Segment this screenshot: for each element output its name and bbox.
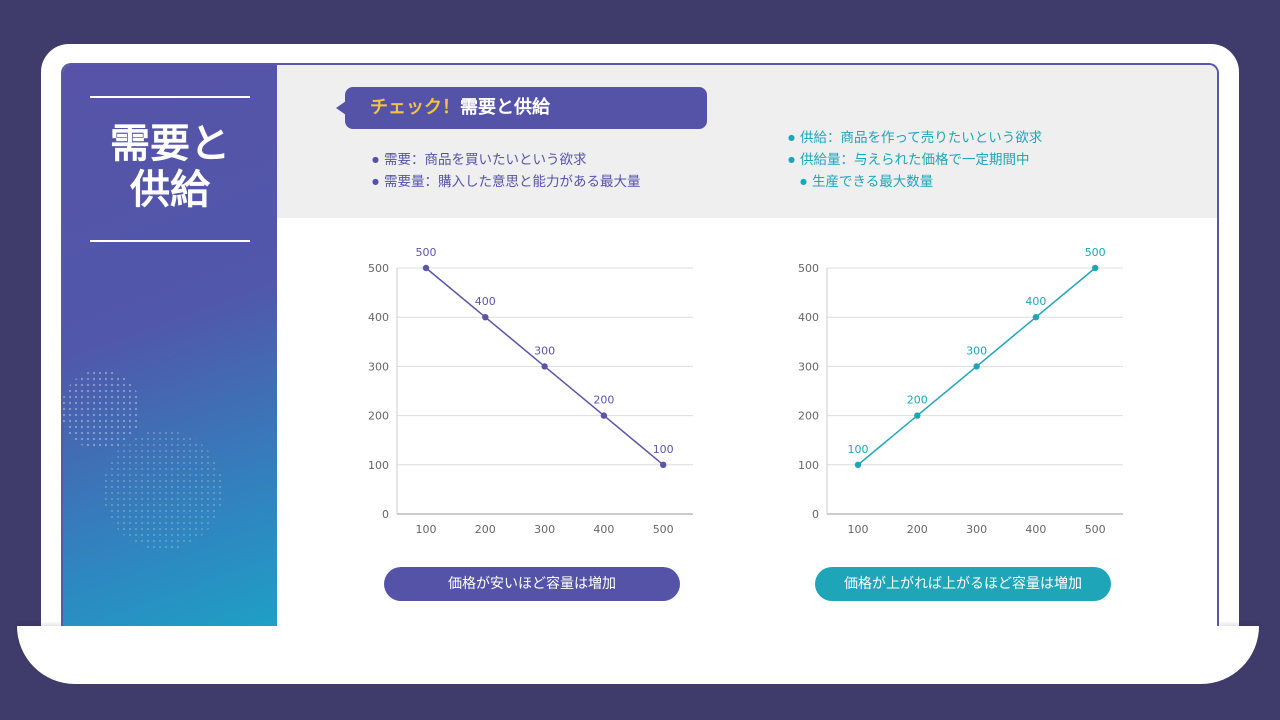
charts: 0 100 200 300 400 500 100 200 300 400 500 500 400 300… [368,246,1123,536]
bullet: 供給：商品を作って売りたいという欲求 [788,127,1042,149]
data-point [422,264,430,272]
check-bubble: チェック！需要と供給 [336,87,707,129]
data-point [854,461,862,468]
x-tick-label: 300 [966,523,987,536]
data-point [660,461,667,468]
divider [90,240,250,242]
demand-bullets: 需要：商品を買いたいという欲求 需要量：購入した意思と能力がある最大量 [372,149,641,193]
data-point [1092,264,1099,272]
title-line-1: 需要と [110,121,230,167]
dot-pattern [63,370,141,450]
supply-bullets: 供給：商品を作って売りたいという欲求 供給量：与えられた価格で一定期間中 生産で… [788,127,1042,193]
y-tick-label: 500 [368,262,389,275]
check-title: 需要と供給 [460,97,550,118]
data-label: 200 [907,394,928,407]
bullet-continuation: 生産できる最大数量 [788,171,1042,193]
data-label: 300 [534,344,555,357]
supply-caption: 価格が上がれば上がるほど容量は増加 [815,567,1111,601]
title-line-2: 供給 [130,167,210,213]
x-tick-label: 500 [653,523,674,536]
data-point [1032,314,1040,321]
y-tick-label: 200 [368,410,389,423]
y-tick-label: 400 [368,311,389,324]
data-point [600,412,608,419]
y-tick-label: 300 [798,360,819,373]
y-tick-label: 0 [382,508,389,521]
data-label: 100 [848,443,869,456]
data-point [914,412,921,419]
bullet: 供給量：与えられた価格で一定期間中 [788,149,1042,171]
sidebar-title: 需要と 供給 [63,121,277,213]
x-tick-label: 500 [1085,523,1106,536]
x-tick-label: 400 [593,523,614,536]
check-label: チェック！ [370,97,460,118]
y-tick-label: 0 [812,508,819,521]
x-tick-label: 100 [848,523,869,536]
x-tick-label: 200 [475,523,496,536]
data-point [482,314,489,321]
y-tick-label: 400 [798,311,819,324]
data-label: 300 [966,344,987,357]
header-panel: チェック！需要と供給 需要：商品を買いたいという欲求 需要量：購入した意思と能力… [277,65,1217,218]
y-tick-label: 200 [798,410,819,423]
dot-pattern [103,430,223,550]
data-label: 500 [416,246,437,259]
x-tick-label: 100 [416,523,437,536]
data-label: 400 [475,295,496,308]
slide: 需要と 供給 チェック！需要と供給 需要：商品を買いたいという欲求 需要量：購入… [61,63,1219,626]
data-label: 100 [653,443,674,456]
x-tick-label: 300 [534,523,555,536]
y-tick-label: 500 [798,262,819,275]
bullet: 需要量：購入した意思と能力がある最大量 [372,171,641,193]
device-base [17,626,1259,684]
bullet: 需要：商品を買いたいという欲求 [372,149,640,171]
divider [90,96,250,98]
data-label: 500 [1085,246,1106,259]
data-label: 200 [593,394,614,407]
data-point [973,363,980,370]
y-tick-label: 300 [368,360,389,373]
data-point [541,363,548,370]
demand-caption: 価格が安いほど容量は増加 [384,567,680,601]
y-tick-label: 100 [798,459,819,472]
sidebar: 需要と 供給 [63,65,277,626]
data-label: 400 [1025,295,1046,308]
y-tick-label: 100 [368,459,389,472]
x-tick-label: 400 [1025,523,1046,536]
x-tick-label: 200 [907,523,928,536]
